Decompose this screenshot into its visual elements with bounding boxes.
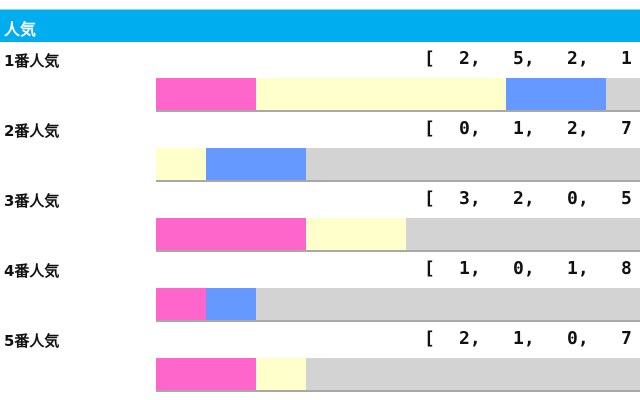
section-title: 人気 (4, 20, 37, 39)
bracket: [ (424, 328, 435, 349)
record-value: 8 (621, 258, 632, 279)
stacked-bar (156, 78, 640, 112)
bar-segment (156, 358, 256, 390)
bar-segment (156, 288, 206, 320)
record-value: 7 (621, 118, 632, 139)
record-value: 1, (459, 258, 481, 279)
record-value: 1, (513, 118, 535, 139)
record-value: 1, (513, 328, 535, 349)
stacked-bar (156, 358, 640, 392)
chart-row: 4番人気 [1, 0, 1, 8 (0, 252, 640, 322)
record-value: 0, (567, 188, 589, 209)
bar-segment (206, 148, 306, 180)
record-value: 2, (567, 48, 589, 69)
record-value: 5, (513, 48, 535, 69)
category-label: 4番人気 (4, 262, 60, 280)
record-value: 0, (459, 118, 481, 139)
record-value: 0, (513, 258, 535, 279)
bar-segment (306, 218, 406, 250)
record-value: 0, (567, 328, 589, 349)
record-value: 5 (621, 188, 632, 209)
record-value: 2, (567, 118, 589, 139)
chart-row: 1番人気 [2, 5, 2, 1 (0, 42, 640, 112)
bar-segment (156, 78, 256, 110)
category-label: 2番人気 (4, 122, 60, 140)
record-value: 2, (513, 188, 535, 209)
record-value: 1, (567, 258, 589, 279)
record-value: 7 (621, 328, 632, 349)
record-value: 2, (459, 328, 481, 349)
chart-row: 3番人気 [3, 2, 0, 5 (0, 182, 640, 252)
stacked-bar (156, 288, 640, 322)
stacked-bar (156, 148, 640, 182)
chart-row: 2番人気 [0, 1, 2, 7 (0, 112, 640, 182)
category-label: 5番人気 (4, 332, 60, 350)
record-value: 3, (459, 188, 481, 209)
stacked-bar (156, 218, 640, 252)
category-label: 3番人気 (4, 192, 60, 210)
bar-segment (156, 218, 306, 250)
record-value: 1 (621, 48, 632, 69)
bracket: [ (424, 48, 435, 69)
bar-segment (256, 78, 506, 110)
record-value: 2, (459, 48, 481, 69)
chart-row: 5番人気 [2, 1, 0, 7 (0, 322, 640, 392)
bracket: [ (424, 258, 435, 279)
section-header: 人気 (0, 9, 640, 42)
bar-segment (206, 288, 256, 320)
bracket: [ (424, 118, 435, 139)
bar-segment (156, 148, 206, 180)
category-label: 1番人気 (4, 52, 60, 70)
bar-segment (256, 358, 306, 390)
bar-segment (506, 78, 606, 110)
bracket: [ (424, 188, 435, 209)
